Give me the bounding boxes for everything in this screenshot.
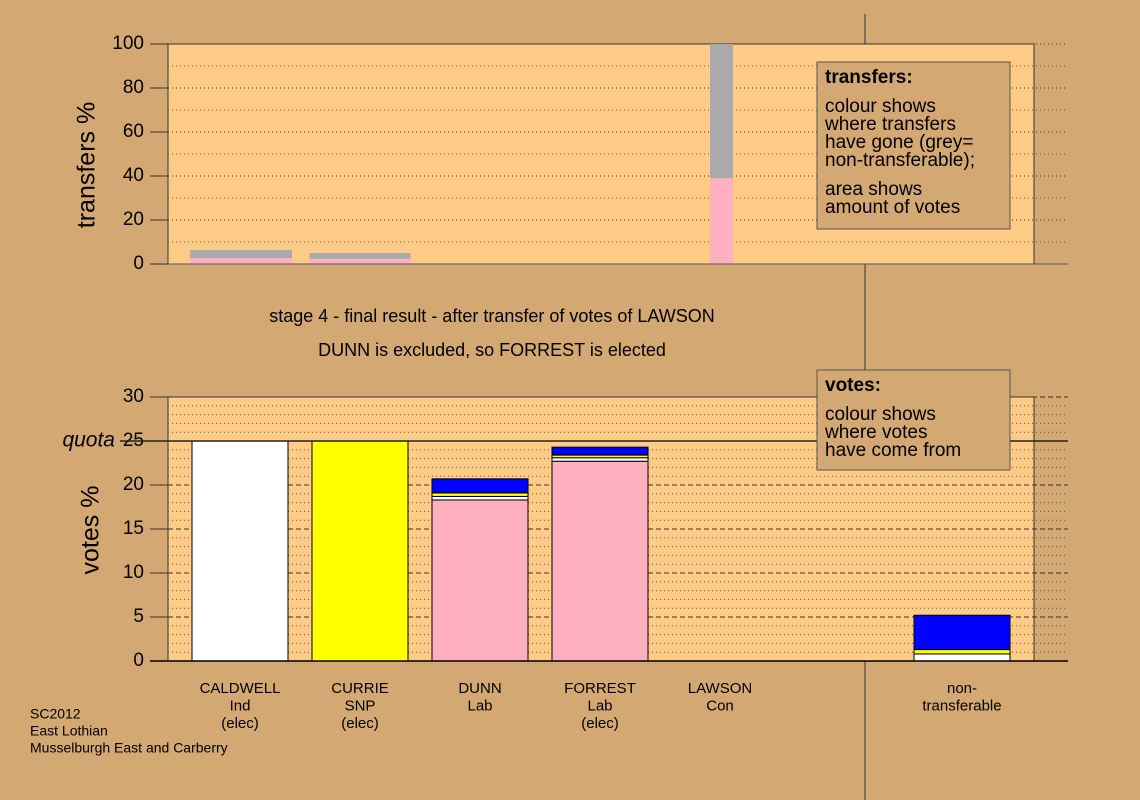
x-tick-label: non- xyxy=(947,680,977,697)
y-axis-title: transfers % xyxy=(73,102,101,228)
annotation-title: transfers: xyxy=(825,67,913,88)
x-tick-label: CURRIE xyxy=(331,680,389,697)
annotation-box xyxy=(816,369,1011,471)
x-tick-label: LAWSON xyxy=(688,680,752,697)
bar-segment xyxy=(551,460,649,662)
bar-segment xyxy=(710,44,733,179)
annotation-text: amount of votes xyxy=(825,197,960,218)
quota-label: quota xyxy=(62,429,115,452)
bar-segment xyxy=(913,653,1011,662)
bar-segment xyxy=(913,649,1011,655)
caption: DUNN is excluded, so FORREST is elected xyxy=(318,340,666,360)
bar-segment xyxy=(190,258,292,264)
x-tick-label: Con xyxy=(706,697,734,714)
y-tick-label: 15 xyxy=(123,518,144,539)
annotation-text: area shows xyxy=(825,179,922,200)
annotation-text: non-transferable); xyxy=(825,150,975,171)
annotation-text: where transfers xyxy=(824,114,956,135)
x-tick-label: Ind xyxy=(230,697,251,714)
y-tick-label: 40 xyxy=(123,165,144,186)
y-tick-label: 10 xyxy=(123,562,144,583)
y-tick-label: 100 xyxy=(112,33,144,54)
x-tick-label: (elec) xyxy=(341,715,379,732)
x-tick-label: (elec) xyxy=(221,715,259,732)
annotation-title: votes: xyxy=(825,375,881,396)
bar-segment xyxy=(913,614,1011,651)
x-tick-label: (elec) xyxy=(581,715,619,732)
annotation-text: have gone (grey= xyxy=(825,132,973,153)
footer: Musselburgh East and Carberry xyxy=(30,740,228,756)
x-tick-label: SNP xyxy=(345,697,376,714)
y-tick-label: 0 xyxy=(133,650,144,671)
bar-segment xyxy=(431,478,529,494)
annotation-text: have come from xyxy=(825,440,961,461)
bar-segment xyxy=(710,178,733,264)
y-axis-title: votes % xyxy=(77,486,105,575)
y-tick-label: 20 xyxy=(123,209,144,230)
x-tick-label: CALDWELL xyxy=(200,680,281,697)
annotation-text: colour shows xyxy=(825,96,936,117)
bar-segment xyxy=(191,440,289,662)
annotation-text: colour shows xyxy=(825,404,936,425)
bar-segment xyxy=(309,253,411,259)
bar-segment xyxy=(551,446,649,456)
bar-segment xyxy=(431,495,529,501)
bar-segment xyxy=(431,492,529,497)
y-tick-label: 30 xyxy=(123,386,144,407)
bar-segment xyxy=(309,258,411,264)
bar-segment xyxy=(190,249,292,259)
footer: East Lothian xyxy=(30,723,108,739)
x-tick-label: Lab xyxy=(587,697,612,714)
x-tick-label: Lab xyxy=(467,697,492,714)
y-tick-label: 20 xyxy=(123,474,144,495)
bar-segment xyxy=(311,440,409,662)
y-tick-label: 0 xyxy=(133,253,144,274)
annotation-box xyxy=(816,61,1011,230)
caption: stage 4 - final result - after transfer … xyxy=(269,306,715,326)
footer: SC2012 xyxy=(30,706,81,722)
annotation-text: where votes xyxy=(824,422,927,443)
x-tick-label: FORREST xyxy=(564,680,636,697)
y-tick-label: 60 xyxy=(123,121,144,142)
x-tick-label: transferable xyxy=(922,697,1001,714)
y-tick-label: 80 xyxy=(123,77,144,98)
y-tick-label: 5 xyxy=(133,606,144,627)
x-tick-label: DUNN xyxy=(458,680,501,697)
bar-segment xyxy=(551,457,649,462)
bar-segment xyxy=(431,499,529,662)
